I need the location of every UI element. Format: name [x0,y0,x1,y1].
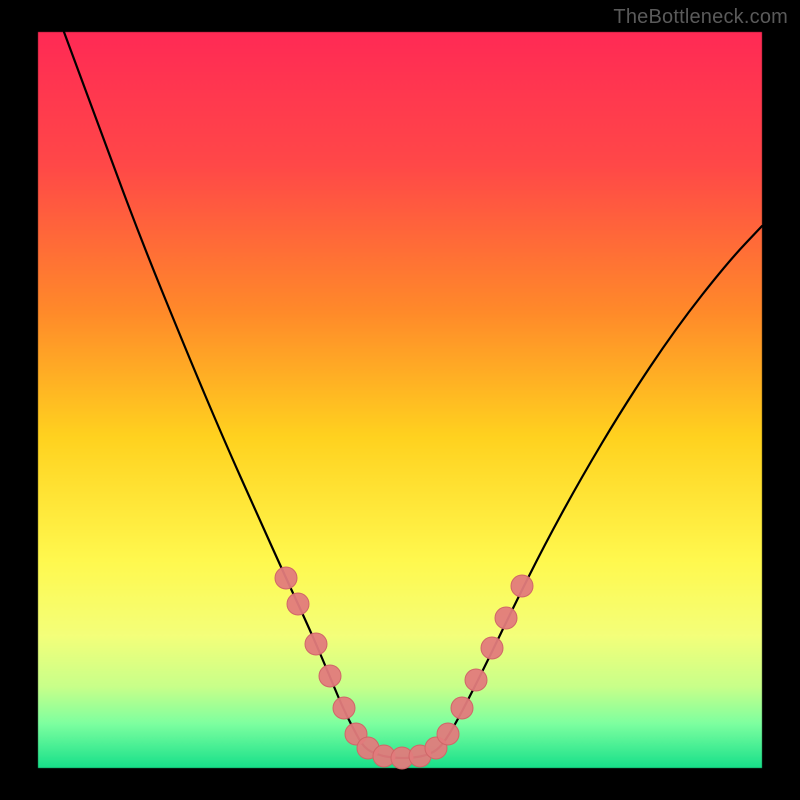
watermark-text: TheBottleneck.com [613,6,788,29]
gradient-background [0,0,800,800]
